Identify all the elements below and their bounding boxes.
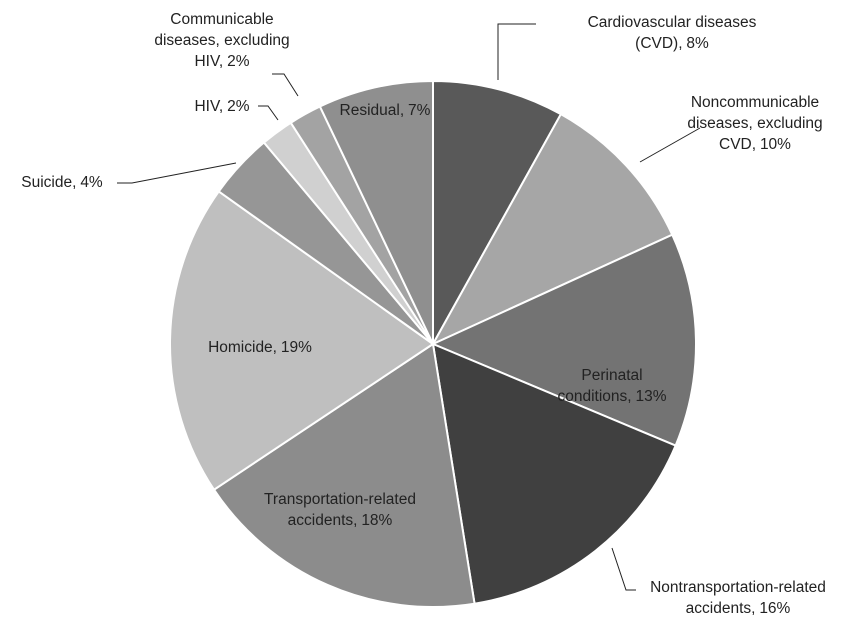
slice-label: Transportation-related accidents, 18% [255,489,425,531]
pie-slice [318,79,434,345]
category-label: Communicable diseases, excluding HIV, [154,11,290,70]
value-label: 7% [408,102,431,119]
leader-line [258,105,279,121]
category-label: Homicide, [208,339,277,356]
category-label: Suicide, [21,174,77,191]
pie-slice [430,233,697,447]
value-label: 18% [361,512,393,529]
slice-label: Homicide, 19% [160,337,360,358]
pie-slice [430,112,674,347]
value-label: 2% [227,98,250,115]
category-label: Perinatal conditions, [557,367,643,405]
value-label: 8% [686,35,709,52]
category-label: Residual, [339,102,405,119]
leader-line [497,23,536,80]
category-label: Transportation-related accidents, [264,491,416,529]
slice-label: Nontransportation-related accidents, 16% [633,577,843,619]
slice-label: HIV, 2% [172,96,272,117]
category-label: Cardiovascular diseases (CVD), [587,14,757,52]
value-label: 10% [759,136,791,153]
slice-label: Residual, 7% [335,100,435,121]
pie-slice [432,79,563,348]
category-label: Noncommunicable diseases, excluding CVD, [687,94,823,153]
leader-line [639,127,701,163]
leader-line [611,547,636,591]
value-label: 4% [80,174,103,191]
slice-label: Suicide, 4% [2,172,122,193]
value-label: 2% [227,53,250,70]
leader-line [272,73,299,97]
slice-label: Cardiovascular diseases (CVD), 8% [557,12,787,54]
pie-slice [212,342,476,608]
leader-line [117,162,237,184]
slice-label: Communicable diseases, excluding HIV, 2% [147,9,297,72]
category-label: Nontransportation-related accidents, [650,579,826,617]
value-label: 16% [759,600,791,617]
value-label: 19% [280,339,312,356]
slice-label: Perinatal conditions, 13% [552,365,672,407]
pie-slice [431,342,677,605]
category-label: HIV, [194,98,224,115]
value-label: 13% [635,388,667,405]
pie-slice [169,190,435,492]
slice-label: Noncommunicable diseases, excluding CVD,… [670,92,840,155]
